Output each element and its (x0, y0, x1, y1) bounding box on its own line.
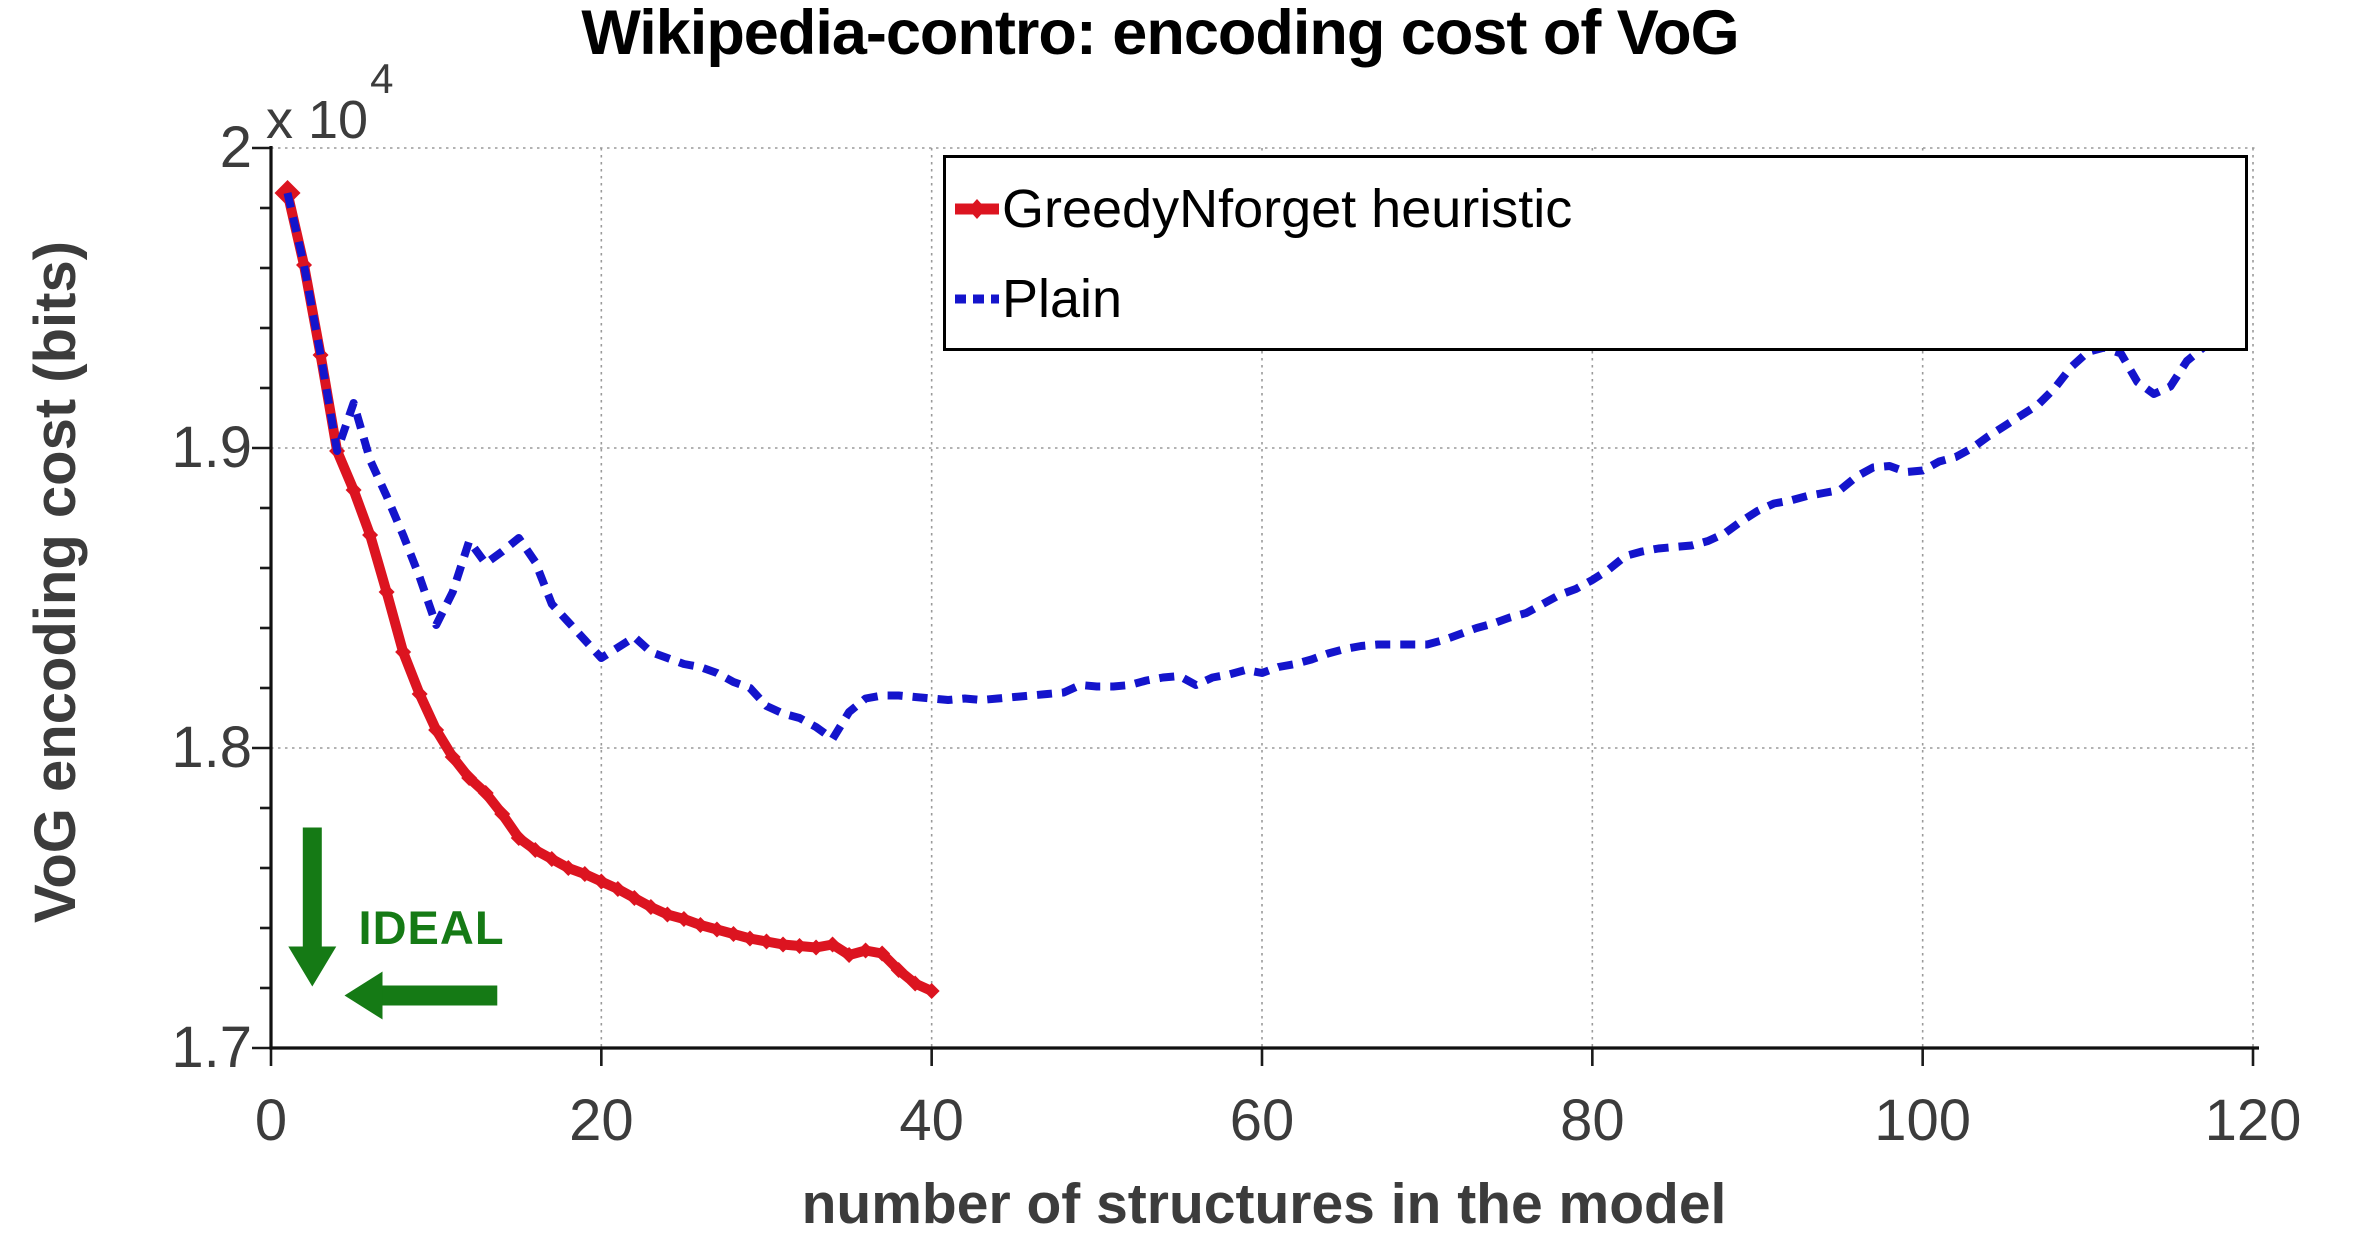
legend-label: GreedyNforget heuristic (1002, 179, 1573, 239)
y-axis-multiplier-exponent: 4 (370, 55, 394, 102)
y-tick-label-1.8: 1.8 (171, 715, 252, 780)
x-tick-label-100: 100 (1874, 1088, 1972, 1153)
y-tick-label-1.9: 1.9 (171, 415, 252, 480)
y-axis-multiplier-base: x 10 (266, 90, 369, 150)
legend-sample-red-solid-line-icon (954, 190, 1002, 228)
legend-sample-blue-dashed-line-icon (954, 280, 1002, 318)
x-axis-label: number of structures in the model (801, 1172, 1727, 1236)
x-tick-label-20: 20 (569, 1088, 634, 1153)
y-tick-label-1.7: 1.7 (171, 1015, 252, 1080)
y-axis-multiplier: x 104 (266, 58, 393, 150)
dashed-line-swatch-icon (955, 294, 999, 304)
ideal-annotation-label: IDEAL (358, 900, 505, 954)
y-axis-label: VoG encoding cost (bits) (23, 240, 88, 924)
x-tick-label-40: 40 (899, 1088, 964, 1153)
x-tick-label-0: 0 (254, 1088, 288, 1153)
legend-entry-greedynforget: GreedyNforget heuristic (954, 164, 2245, 254)
legend-label: Plain (1002, 269, 1123, 329)
legend-entry-plain: Plain (954, 254, 2245, 344)
solid-line-swatch-icon (955, 199, 999, 219)
x-tick-label-80: 80 (1560, 1088, 1625, 1153)
chart-title: Wikipedia-contro: encoding cost of VoG (581, 0, 1739, 68)
legend: GreedyNforget heuristic Plain (943, 155, 2248, 351)
x-tick-label-60: 60 (1229, 1088, 1295, 1153)
y-tick-label-2.0: 2 (219, 115, 252, 180)
x-tick-label-120: 120 (2204, 1088, 2302, 1153)
